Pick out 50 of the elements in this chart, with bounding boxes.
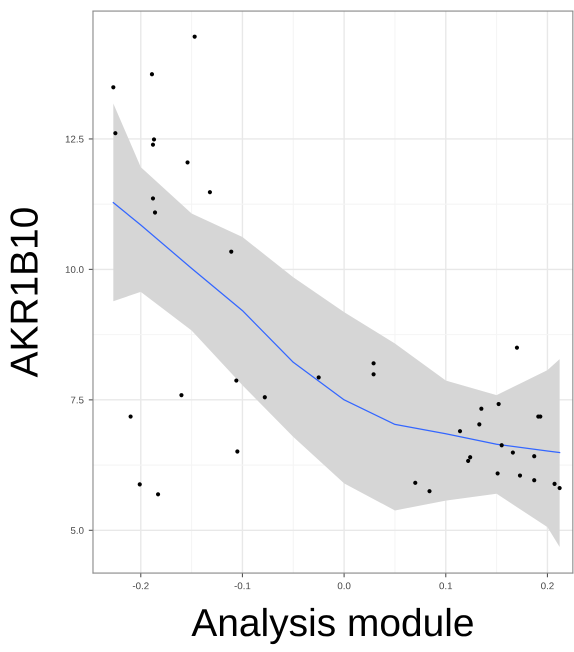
- point: [413, 480, 418, 485]
- point: [372, 361, 376, 366]
- point: [500, 443, 504, 448]
- x-tick-label: 0.2: [541, 582, 554, 590]
- point: [496, 471, 500, 476]
- point: [152, 137, 156, 142]
- point: [532, 478, 536, 482]
- point: [496, 402, 501, 406]
- x-tick-label: -0.2: [132, 582, 149, 590]
- point: [477, 422, 482, 426]
- line-series: [112, 202, 560, 454]
- point: [192, 34, 197, 39]
- point: [111, 85, 116, 90]
- point: [468, 455, 472, 460]
- point: [316, 375, 321, 380]
- y-axis-title: AKR1B10: [10, 208, 38, 378]
- point: [185, 160, 190, 164]
- point: [518, 473, 522, 478]
- point: [552, 482, 557, 486]
- point: [466, 458, 470, 463]
- point: [150, 196, 156, 201]
- x-tick-label: 0.0: [338, 582, 350, 590]
- point: [229, 250, 234, 254]
- point: [138, 482, 142, 486]
- y-tick-label: 7.5: [70, 396, 84, 404]
- y-tick-label: 5.0: [70, 527, 84, 534]
- point: [234, 378, 238, 383]
- x-tick-label: -0.1: [234, 582, 250, 590]
- point: [532, 454, 536, 458]
- point: [208, 190, 212, 194]
- point: [179, 393, 184, 398]
- point: [510, 450, 515, 455]
- point: [150, 72, 154, 76]
- point: [128, 414, 133, 419]
- point: [262, 395, 267, 400]
- y-tick-label: 10.0: [66, 266, 84, 274]
- point: [558, 486, 562, 490]
- point: [235, 449, 240, 454]
- point: [514, 346, 520, 350]
- x-axis-title: Analysis module: [191, 608, 473, 644]
- point: [458, 429, 462, 434]
- point: [372, 372, 376, 376]
- point: [156, 492, 160, 496]
- point: [479, 406, 484, 411]
- point: [113, 131, 118, 136]
- point: [152, 210, 158, 215]
- y-tick-label: 12.5: [66, 136, 84, 143]
- point: [427, 489, 432, 494]
- x-tick-label: 0.1: [439, 582, 452, 590]
- point: [150, 142, 156, 147]
